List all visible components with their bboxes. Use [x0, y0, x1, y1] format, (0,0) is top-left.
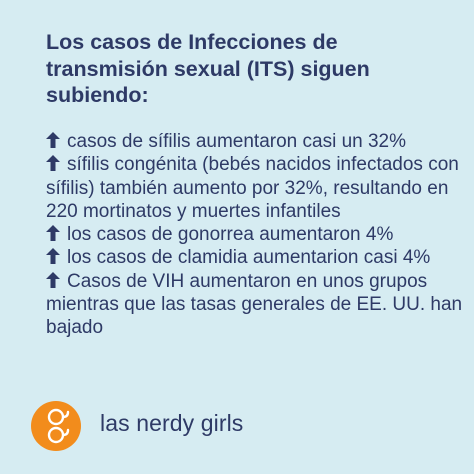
headline: Los casos de Infecciones de transmisión … — [46, 30, 370, 107]
bullet-item: los casos de clamidia aumentarion casi 4… — [46, 246, 466, 269]
bullet-text: Casos de VIH aumentaron en unos grupos m… — [46, 270, 463, 339]
bullet-text: casos de sífilis aumentaron casi un 32% — [67, 131, 407, 152]
bullet-text: los casos de gonorrea aumentaron 4% — [67, 224, 394, 246]
bullet-item: Casos de VIH aumentaron en unos grupos m… — [46, 270, 466, 340]
bullet-list: casos de sífilis aumentaron casi un 32% … — [46, 130, 466, 340]
bullet-item: casos de sífilis aumentaron casi un 32% — [46, 130, 466, 153]
arrow-up-icon — [46, 225, 60, 242]
brand-name: las nerdy girls — [100, 410, 244, 436]
bullet-item: los casos de gonorrea aumentaron 4% — [46, 223, 466, 246]
arrow-up-icon — [46, 155, 60, 172]
nerdy-girls-logo-icon — [30, 400, 94, 452]
arrow-up-icon — [46, 271, 60, 288]
arrow-up-icon — [46, 132, 60, 148]
arrow-up-icon — [46, 248, 60, 265]
bullet-text: los casos de clamidia aumentarion casi 4… — [67, 247, 431, 269]
bullet-text: sífilis congénita (bebés nacidos infecta… — [46, 154, 459, 222]
bullet-item: sífilis congénita (bebés nacidos infecta… — [46, 153, 466, 223]
